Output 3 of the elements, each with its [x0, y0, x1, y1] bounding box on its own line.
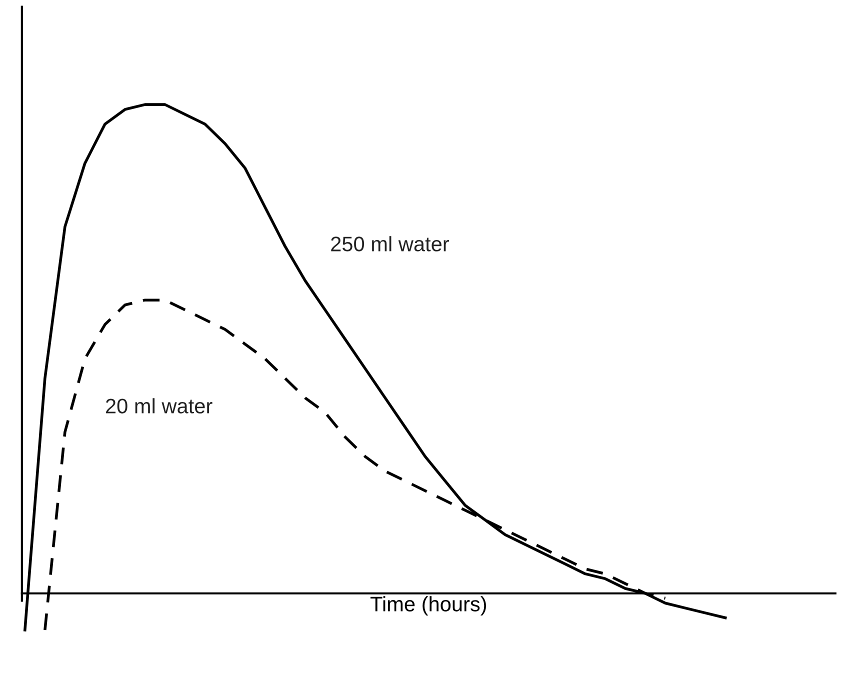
series-label: 20 ml water: [106, 398, 212, 414]
series-label: 250 ml water: [331, 236, 450, 252]
x-axis-title: Time (hours): [370, 596, 486, 616]
